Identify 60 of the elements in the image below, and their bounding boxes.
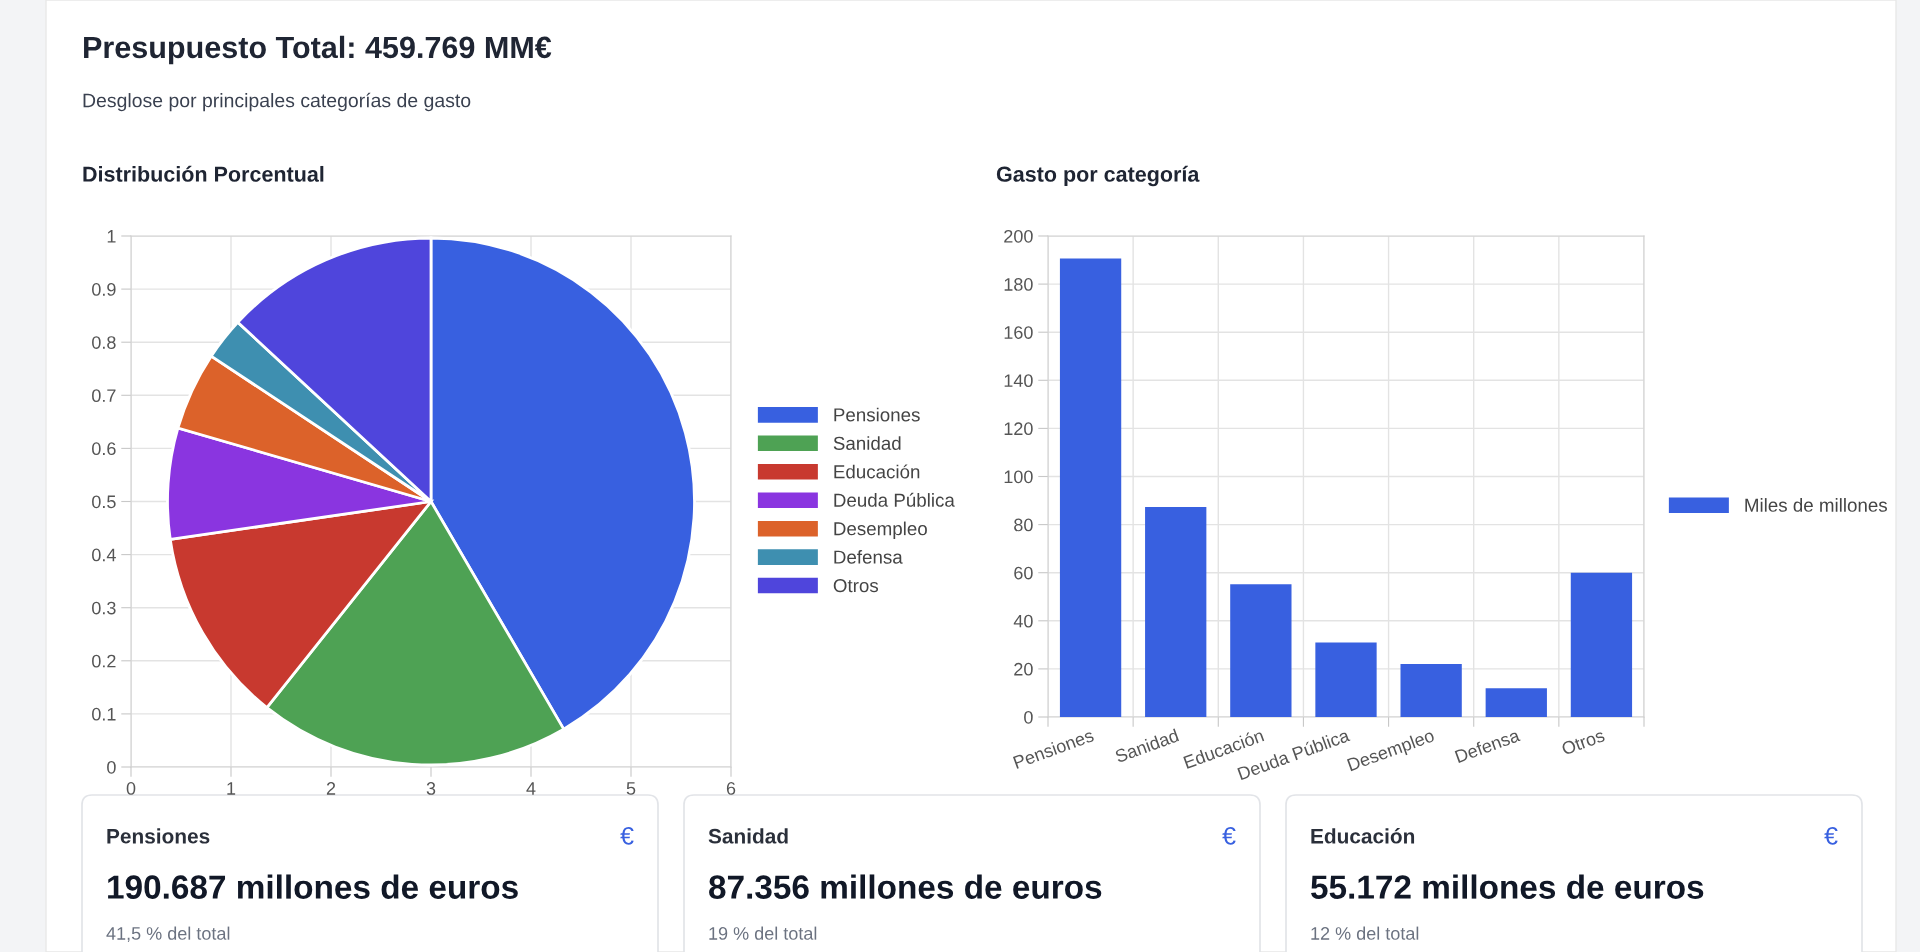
x-tick-label: 5 (626, 782, 636, 795)
y-tick-label: 40 (1013, 614, 1033, 628)
text: 87.356 millones de euros (709, 874, 1102, 899)
x-tick-label: 4 (526, 782, 536, 795)
chart-title: Gasto por categoría (996, 165, 1200, 187)
y-tick-label: 0 (1024, 710, 1033, 724)
text: 12 % del total (1311, 926, 1419, 940)
x-tick-label: Otros (1560, 728, 1606, 756)
y-tick-label: 0.5 (92, 495, 116, 509)
text: 41,5 % del total (106, 926, 230, 942)
x-tick-label: 2 (326, 782, 336, 795)
bar (1485, 688, 1547, 717)
text: Educación (1311, 828, 1415, 844)
x-tick-label: 1 (227, 782, 236, 795)
y-tick-label: 0.2 (92, 654, 116, 668)
legend-label: Miles de millones (1745, 498, 1887, 512)
y-tick-label: 0.4 (92, 548, 116, 562)
x-tick-label: 3 (426, 782, 436, 795)
y-tick-label: 0.3 (92, 601, 116, 615)
y-tick-label: 0.6 (92, 442, 116, 456)
y-tick-label: 140 (1004, 374, 1033, 388)
text: € (1824, 827, 1838, 845)
y-tick-label: 60 (1014, 566, 1033, 580)
chart-title: Distribución Porcentual (83, 165, 324, 182)
y-tick-label: 0.1 (92, 707, 116, 721)
legend-label: Desempleo (834, 521, 927, 540)
text: Desglose por principales categorías de gasto (83, 92, 471, 112)
x-tick-label: 6 (726, 782, 736, 795)
text: Pensiones (107, 828, 210, 844)
y-tick-label: 0.9 (92, 283, 116, 296)
y-tick-label: 180 (1004, 278, 1033, 291)
y-tick-label: 200 (1004, 229, 1033, 243)
legend-label: Pensiones (834, 407, 920, 422)
text: Presupuesto Total: 459.769 MM€ (84, 35, 552, 65)
text: Sanidad (708, 828, 788, 844)
bar (1570, 572, 1633, 717)
y-tick-label: 0.7 (92, 389, 116, 403)
legend-label: Sanidad (833, 436, 901, 450)
bar (1059, 258, 1122, 717)
text: 19 % del total (709, 926, 817, 940)
text: € (1222, 827, 1236, 845)
x-tick-label: 0 (126, 782, 136, 795)
y-tick-label: 1 (107, 230, 116, 243)
y-tick-label: 120 (1004, 422, 1033, 436)
bar (1145, 506, 1207, 717)
text: € (620, 827, 634, 845)
text: 190.687 millones de euros (108, 874, 518, 899)
bar (1315, 642, 1377, 717)
legend-label: Defensa (834, 550, 903, 564)
y-tick-label: 0.8 (92, 336, 116, 349)
y-tick-label: 100 (1004, 470, 1033, 484)
legend-label: Educación (834, 464, 920, 479)
legend-label: Otros (833, 578, 879, 593)
y-tick-label: 160 (1004, 326, 1033, 339)
legend-label: Deuda Pública (834, 492, 955, 507)
y-tick-label: 20 (1014, 662, 1033, 676)
bar (1230, 584, 1292, 717)
y-tick-label: 80 (1014, 518, 1033, 532)
bar (1400, 664, 1462, 717)
text: 55.172 millones de euros (1311, 874, 1704, 899)
